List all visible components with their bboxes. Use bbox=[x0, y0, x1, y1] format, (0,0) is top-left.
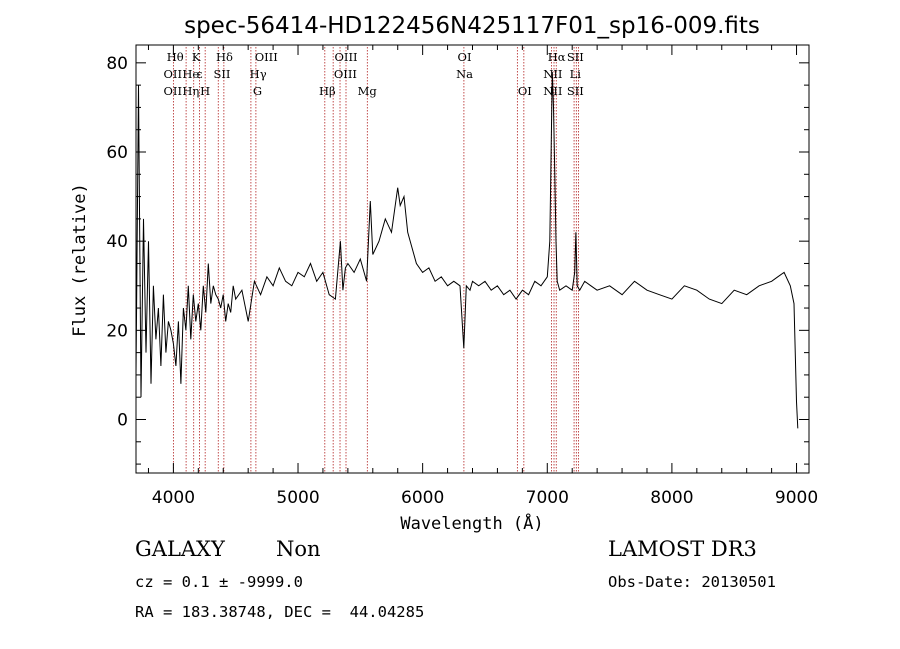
x-tick-label: 7000 bbox=[526, 488, 569, 508]
spectral-line-label: He bbox=[182, 67, 199, 81]
spectral-line-label: Hη bbox=[182, 84, 199, 98]
spectral-line-label: G bbox=[253, 84, 262, 98]
spectrum-line bbox=[135, 71, 799, 429]
spectral-line-label: Hδ bbox=[216, 50, 233, 64]
y-tick-label: 0 bbox=[117, 411, 128, 431]
redshift-line: cz = 0.1 ± -9999.0 bbox=[135, 573, 303, 591]
coordinates: RA = 183.38748, DEC = 44.04285 bbox=[135, 603, 425, 621]
spectral-line-label: Na bbox=[456, 67, 473, 81]
spectral-line-label: ε bbox=[197, 67, 203, 81]
observation-date: Obs-Date: 20130501 bbox=[608, 573, 776, 591]
spectral-line-label: OII bbox=[164, 67, 183, 81]
y-tick-label: 40 bbox=[106, 232, 128, 252]
x-axis-ticks: 4000 5000 6000 7000 8000 9000 bbox=[147, 45, 818, 508]
x-tick-label: 9000 bbox=[775, 488, 818, 508]
x-tick-label: 8000 bbox=[650, 488, 693, 508]
spectral-line-label: Hα bbox=[548, 50, 566, 64]
spectral-line-label: Hγ bbox=[250, 67, 267, 81]
spectral-line-label: K bbox=[192, 50, 201, 64]
survey-name: LAMOST DR3 bbox=[608, 537, 757, 561]
spectral-line-markers bbox=[172, 47, 579, 473]
spectral-line-label: OII bbox=[164, 84, 183, 98]
spectral-line-label: OI bbox=[518, 84, 532, 98]
plot-frame bbox=[135, 44, 810, 474]
spectral-line-label: OIII bbox=[334, 50, 357, 64]
spectral-line-label: OI bbox=[458, 50, 472, 64]
object-class: GALAXY bbox=[135, 537, 225, 561]
x-tick-label: 6000 bbox=[401, 488, 444, 508]
spectral-line-label: Li bbox=[570, 67, 582, 81]
spectral-line-label: SII bbox=[214, 67, 231, 81]
spectral-line-label: H bbox=[200, 84, 210, 98]
y-tick-label: 80 bbox=[106, 54, 128, 74]
spectral-line-label: NII bbox=[543, 67, 562, 81]
spectral-line-label: OIII bbox=[334, 67, 357, 81]
y-axis-label: Flux (relative) bbox=[70, 183, 90, 337]
chart-title: spec-56414-HD122456N425117F01_sp16-009.f… bbox=[184, 13, 760, 39]
y-tick-label: 20 bbox=[106, 321, 128, 341]
spectral-line-label: Hβ bbox=[319, 84, 336, 98]
x-tick-label: 4000 bbox=[152, 488, 195, 508]
spectral-line-label: SII bbox=[567, 84, 584, 98]
y-tick-label: 60 bbox=[106, 143, 128, 163]
spectral-line-label: Hθ bbox=[167, 50, 184, 64]
spectral-line-label: Mg bbox=[358, 84, 378, 98]
y-axis-ticks: 0 20 40 60 80 bbox=[106, 54, 809, 465]
x-axis-label: Wavelength (Å) bbox=[400, 512, 543, 534]
object-subclass: Non bbox=[276, 537, 321, 561]
x-tick-label: 5000 bbox=[276, 488, 319, 508]
spectral-line-label: OIII bbox=[255, 50, 278, 64]
spectral-line-label: SII bbox=[567, 50, 584, 64]
